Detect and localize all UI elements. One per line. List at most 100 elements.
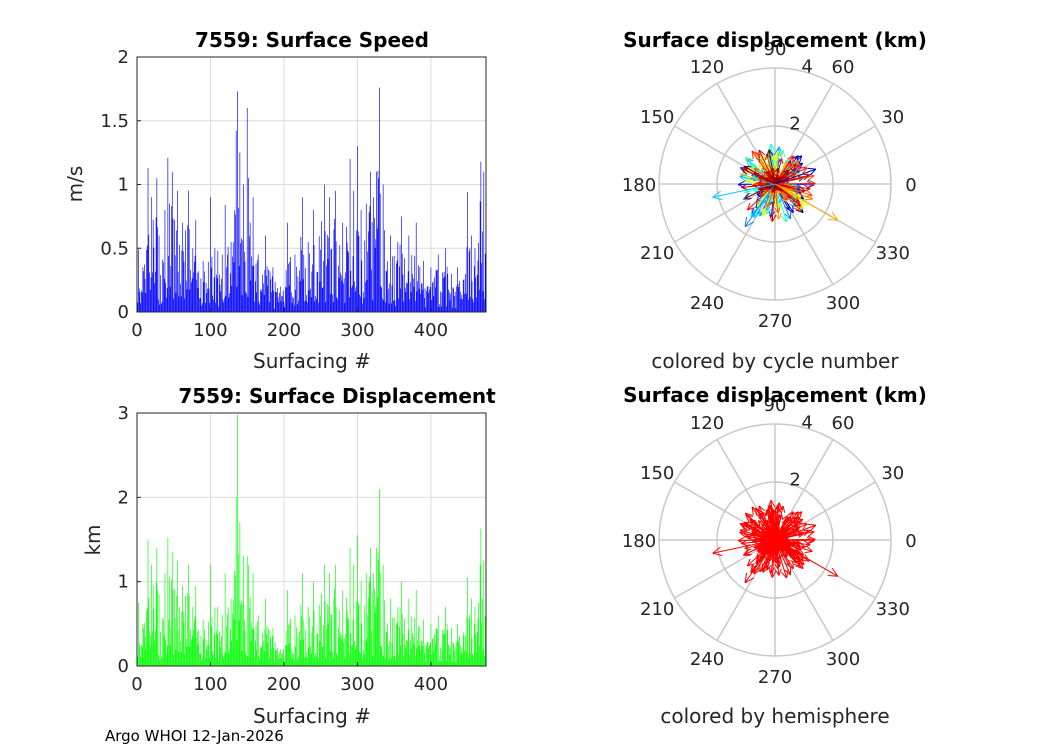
polar-cycle-arrowhead [790, 204, 797, 208]
polar-cycle-arrowhead [794, 155, 803, 159]
displacement-bar [258, 656, 260, 666]
speed-bar [286, 287, 288, 312]
polar-hemisphere-arrowhead [781, 519, 787, 524]
displacement-bar [395, 660, 396, 666]
displacement-bar [276, 650, 277, 666]
polar-cycle-radius-label: 2 [789, 113, 800, 134]
displacement-bar [282, 653, 283, 666]
speed-bar [375, 239, 377, 312]
displacement-bar [148, 598, 150, 666]
displacement-bar [416, 648, 418, 666]
speed-bar [250, 280, 252, 312]
speed-bar [448, 292, 450, 312]
speed-bar [138, 249, 139, 312]
polar-cycle-arrowhead [756, 200, 759, 207]
displacement-bar [139, 646, 141, 666]
speed-bar [440, 306, 442, 312]
displacement-bar [296, 659, 298, 666]
speed-bar [315, 296, 316, 312]
polar-hemisphere-arrowhead [772, 527, 777, 533]
displacement-bar [469, 614, 471, 666]
polar-hemisphere-radius-label: 4 [801, 413, 812, 434]
displacement-bar [304, 629, 306, 666]
polar-hemisphere-arrowhead [792, 524, 797, 530]
displacement-bar [259, 659, 261, 666]
speed-bar [240, 243, 241, 312]
displacement-bar [229, 629, 231, 666]
speed-bar [218, 306, 219, 312]
speed-bar [177, 271, 179, 312]
polar-cycle-arrowhead [802, 167, 808, 174]
speed-bar [424, 288, 426, 312]
speed-bar [446, 266, 448, 312]
displacement-bar [348, 619, 349, 666]
polar-cycle-arrowhead [798, 155, 803, 164]
speed-bar [382, 298, 383, 312]
polar-cycle-angle-label: 180 [622, 175, 656, 196]
speed-ytick-label: 0.5 [100, 238, 129, 259]
speed-bar [400, 288, 402, 312]
speed-bar [252, 265, 253, 312]
speed-bar [325, 301, 327, 312]
displacement-bar [313, 581, 314, 666]
speed-bar [225, 295, 227, 312]
displacement-bar [426, 642, 428, 666]
speed-bar [435, 269, 437, 312]
speed-bar [443, 277, 444, 312]
displacement-bar [351, 646, 352, 666]
displacement-bar [219, 640, 221, 666]
speed-bar [238, 207, 239, 312]
displacement-bar [449, 654, 451, 666]
polar-hemisphere-arrowhead [804, 554, 810, 562]
polar-hemisphere-arrowhead [769, 570, 773, 578]
polar-hemisphere-arrowhead [753, 543, 758, 549]
displacement-bar [260, 648, 262, 666]
displacement-bar [265, 598, 266, 666]
speed-bar [178, 296, 180, 312]
polar-cycle-arrowhead [745, 156, 754, 160]
speed-bar [324, 231, 326, 312]
speed-bar [255, 263, 257, 312]
polar-hemisphere-arrowhead [796, 521, 801, 528]
polar-hemisphere-arrowhead [739, 532, 746, 538]
speed-bar [235, 130, 237, 312]
displacement-bar [341, 639, 343, 666]
polar-cycle-arrowhead [786, 169, 790, 175]
displacement-bar [423, 653, 425, 666]
speed-bar [263, 283, 264, 312]
displacement-bar [138, 602, 139, 666]
speed-bar [473, 302, 474, 312]
polar-hemisphere-arrowhead [793, 519, 797, 526]
polar-cycle-arrowhead [750, 208, 753, 217]
displacement-xtick-label: 200 [267, 674, 301, 695]
speed-bar [378, 178, 380, 312]
polar-cycle-arrowhead [769, 214, 773, 222]
polar-cycle-arrowhead [774, 146, 780, 154]
polar-cycle-arrowhead [758, 149, 766, 156]
displacement-bar [155, 630, 156, 666]
polar-hemisphere-arrowhead [761, 565, 764, 573]
polar-cycle-arrow [774, 168, 817, 185]
polar-cycle-arrowhead [795, 209, 804, 214]
speed-bar [202, 303, 203, 312]
displacement-bar [466, 617, 468, 666]
speed-bar [318, 302, 319, 312]
speed-bar [304, 267, 306, 312]
polar-hemisphere-arrowhead [774, 533, 779, 538]
speed-bar [343, 278, 345, 312]
displacement-bar [140, 657, 141, 666]
displacement-bar [212, 651, 214, 666]
displacement-bar [440, 647, 441, 666]
polar-hemisphere-arrowhead [757, 520, 761, 526]
displacement-bar [445, 606, 446, 666]
speed-bar [423, 297, 425, 312]
polar-cycle-arrowhead [744, 179, 751, 184]
displacement-bar [450, 648, 452, 666]
speed-bar [249, 236, 250, 312]
polar-hemisphere-arrowhead [771, 531, 776, 536]
displacement-bar [188, 564, 189, 666]
speed-bar [441, 292, 443, 312]
speed-bar [187, 225, 189, 312]
speed-bar [168, 255, 169, 312]
polar-cycle-arrowhead [744, 192, 752, 195]
